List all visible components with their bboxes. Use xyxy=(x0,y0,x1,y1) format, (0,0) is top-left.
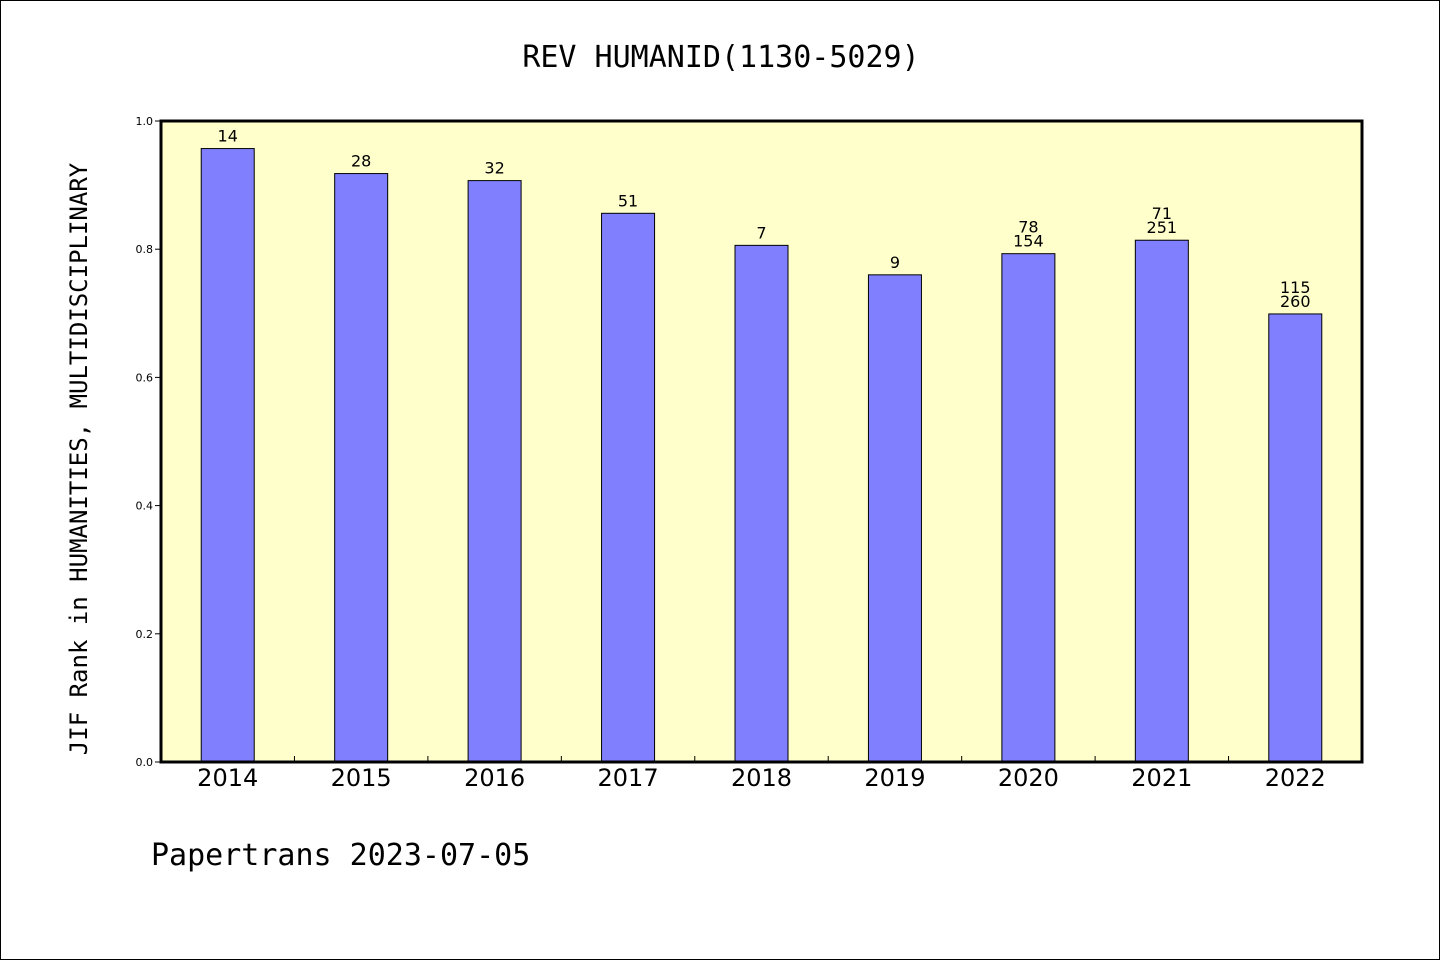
y-axis-label: JIF Rank in HUMANITIES, MULTIDISCIPLINAR… xyxy=(65,162,93,755)
data-label: 78 xyxy=(1018,218,1038,237)
x-tick-label: 2021 xyxy=(1131,764,1192,792)
x-tick-label: 2014 xyxy=(197,764,258,792)
x-tick-label: 2018 xyxy=(731,764,792,792)
data-label: 9 xyxy=(890,253,900,272)
bar-2021 xyxy=(1134,239,1189,763)
x-tick-label: 2020 xyxy=(998,764,1059,792)
data-label: 28 xyxy=(351,152,371,171)
chart-title: REV HUMANID(1130-5029) xyxy=(522,40,919,75)
y-tick-label: 0.0 xyxy=(136,756,154,769)
bar-2022 xyxy=(1268,313,1323,763)
data-label: 14 xyxy=(218,127,238,146)
data-label: 32 xyxy=(484,159,504,178)
data-label: 51 xyxy=(618,191,638,210)
x-tick-label: 2019 xyxy=(864,764,925,792)
bar-2017 xyxy=(601,212,656,763)
x-tick-label: 2015 xyxy=(331,764,392,792)
bar-2014 xyxy=(200,148,255,763)
y-tick-label: 0.6 xyxy=(136,371,154,384)
y-tick-label: 0.4 xyxy=(136,500,154,513)
bar-2016 xyxy=(467,180,522,763)
x-tick-label: 2017 xyxy=(598,764,659,792)
data-label: 7 xyxy=(756,223,766,242)
x-tick-label: 2022 xyxy=(1265,764,1326,792)
data-label: 251 xyxy=(1147,218,1178,237)
data-label: 154 xyxy=(1013,232,1044,251)
y-tick-label: 0.8 xyxy=(136,243,154,256)
bar-2018 xyxy=(734,244,789,763)
x-tick-label: 2016 xyxy=(464,764,525,792)
data-label: 260 xyxy=(1280,292,1311,311)
bar-2020 xyxy=(1001,253,1056,763)
bar-2015 xyxy=(334,173,389,763)
data-label: 71 xyxy=(1152,204,1172,223)
x-axis: 2014 2015 2016 2017 2018 2019 2020 2021 2022 xyxy=(197,756,1326,792)
bar-series xyxy=(200,148,1323,763)
y-tick-label: 0.2 xyxy=(136,628,154,641)
footer-text: Papertrans 2023-07-05 xyxy=(151,838,530,873)
plot-border xyxy=(159,119,1364,764)
y-tick-label: 1.0 xyxy=(136,115,154,128)
y-axis: 0.0 0.2 0.4 0.6 0.8 1.0 xyxy=(136,115,161,769)
data-label: 115 xyxy=(1280,278,1311,297)
bar-2019 xyxy=(867,274,922,763)
